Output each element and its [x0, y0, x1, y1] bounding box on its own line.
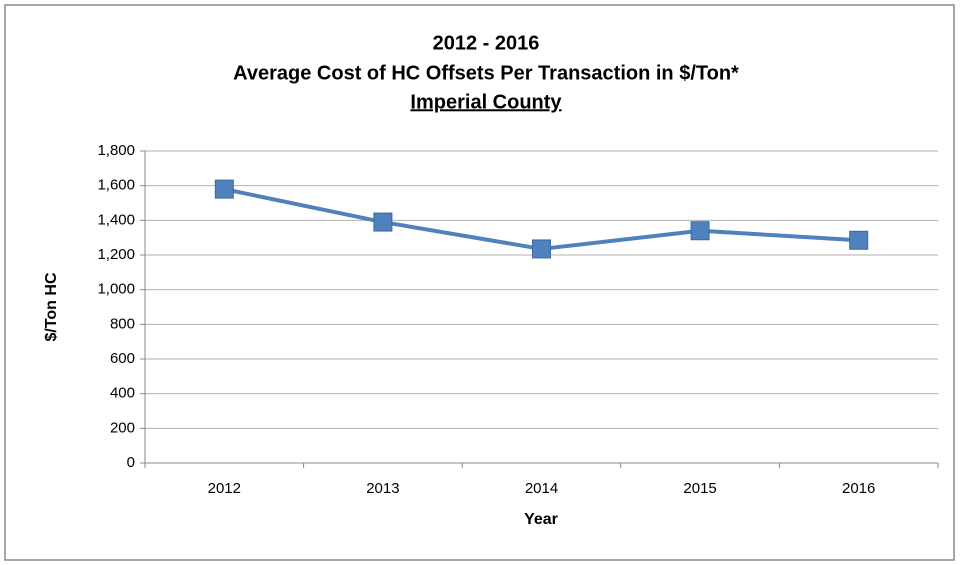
x-tick-label: 2016 [842, 480, 875, 497]
data-point [214, 179, 234, 199]
data-point [532, 239, 551, 259]
y-tick-label: 600 [110, 350, 135, 367]
x-tick-label: 2013 [366, 480, 399, 497]
chart-title: Average Cost of HC Offsets Per Transacti… [233, 62, 739, 84]
x-tick-label: 2014 [525, 480, 558, 497]
y-axis-title: $/Ton HC [43, 272, 60, 341]
y-tick-label: 0 [127, 454, 135, 471]
chart-border [4, 4, 955, 561]
x-tick-label: 2012 [208, 480, 241, 497]
y-tick-label: 1,200 [97, 246, 135, 263]
data-point [373, 212, 393, 232]
x-axis-title: Year [524, 511, 558, 528]
y-tick-label: 200 [110, 419, 135, 436]
y-tick-label: 800 [110, 315, 135, 332]
chart-title: Imperial County [410, 91, 562, 113]
chart-title: 2012 - 2016 [433, 32, 540, 54]
y-tick-label: 1,800 [97, 142, 135, 159]
y-tick-label: 1,400 [97, 211, 135, 228]
y-tick-label: 1,000 [97, 281, 135, 298]
y-tick-label: 1,600 [97, 177, 135, 194]
data-point [690, 221, 710, 241]
data-point [849, 230, 869, 250]
y-tick-label: 400 [110, 385, 135, 402]
x-tick-label: 2015 [683, 480, 716, 497]
